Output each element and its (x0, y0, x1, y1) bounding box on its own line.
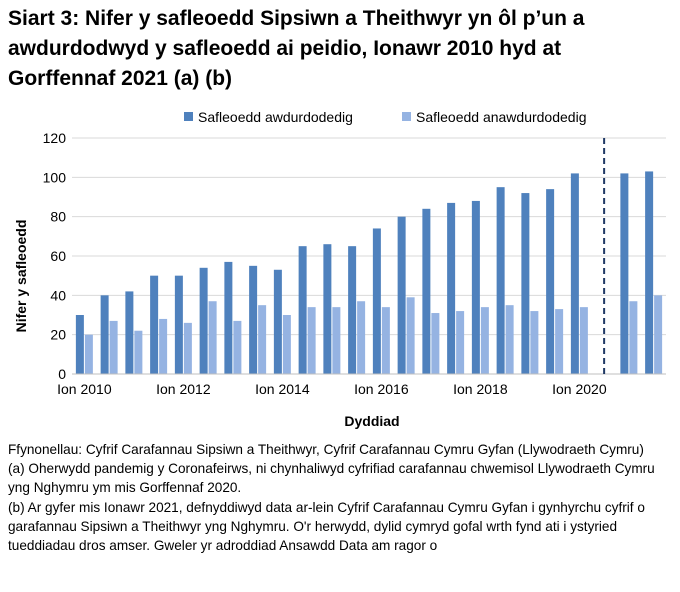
bar-chart: Safleoedd awdurdodedig Safleoedd anawdurd… (13, 109, 666, 429)
bar-authorised (471, 200, 480, 374)
footnote-sources: Ffynonellau: Cyfrif Carafannau Sipsiwn a… (8, 442, 644, 457)
bar-unauthorised (282, 315, 291, 374)
footnote-b: (b) Ar gyfer mis Ionawr 2021, defnyddiwy… (8, 499, 645, 554)
bar-unauthorised (183, 322, 192, 374)
bar-authorised (100, 295, 109, 374)
gridlines (72, 137, 666, 336)
bar-authorised (249, 265, 258, 374)
bar-unauthorised (654, 295, 663, 374)
legend-swatch-authorised (184, 112, 193, 121)
bar-authorised (125, 291, 134, 374)
bar-authorised (224, 261, 233, 374)
y-tick-label: 60 (50, 248, 66, 264)
x-tick-label: Ion 2012 (156, 381, 211, 397)
bar-authorised (273, 269, 282, 374)
bar-unauthorised (109, 320, 118, 374)
bar-authorised (496, 187, 505, 374)
y-tick-label: 20 (50, 327, 66, 343)
bar-authorised (199, 267, 208, 374)
bar-unauthorised (406, 297, 415, 374)
bar-authorised (150, 275, 159, 374)
bar-unauthorised (208, 301, 217, 374)
bar-unauthorised (159, 318, 168, 374)
legend-label-unauthorised: Safleoedd anawdurdodedig (416, 109, 586, 125)
x-axis-title: Dyddiad (344, 413, 399, 429)
y-tick-label: 40 (50, 287, 66, 303)
x-tick-label: Ion 2020 (552, 381, 607, 397)
footnotes: Ffynonellau: Cyfrif Carafannau Sipsiwn a… (8, 440, 672, 555)
bar-unauthorised (480, 307, 489, 374)
bar-authorised (323, 244, 332, 374)
bar-authorised (422, 208, 431, 374)
bar-unauthorised (84, 334, 93, 374)
y-axis-title: Nifer y safleoedd (13, 220, 29, 333)
bar-unauthorised (431, 313, 440, 374)
y-tick-label: 120 (43, 130, 67, 146)
bar-authorised (372, 228, 381, 374)
legend-label-authorised: Safleoedd awdurdodedig (198, 109, 353, 125)
bar-unauthorised (233, 320, 242, 374)
x-tick-label: Ion 2010 (57, 381, 112, 397)
bar-unauthorised (530, 311, 539, 374)
bar-authorised (75, 315, 84, 374)
x-tick-label: Ion 2016 (354, 381, 409, 397)
bar-unauthorised (332, 307, 341, 374)
bar-authorised (570, 173, 579, 374)
bars (75, 171, 663, 374)
x-tick-label: Ion 2014 (255, 381, 310, 397)
y-tick-label: 0 (58, 366, 66, 382)
bar-authorised (521, 193, 530, 374)
bar-authorised (546, 189, 555, 374)
bar-authorised (298, 246, 307, 374)
bar-authorised (447, 202, 456, 374)
bar-unauthorised (579, 307, 588, 374)
bar-unauthorised (629, 301, 638, 374)
bar-unauthorised (381, 307, 390, 374)
bar-authorised (620, 173, 629, 374)
x-tick-label: Ion 2018 (453, 381, 508, 397)
legend: Safleoedd awdurdodedig Safleoedd anawdurd… (184, 109, 586, 125)
bar-authorised (174, 275, 183, 374)
legend-swatch-unauthorised (402, 112, 411, 121)
bar-unauthorised (307, 307, 316, 374)
bar-unauthorised (456, 311, 465, 374)
bar-unauthorised (505, 305, 514, 374)
bar-unauthorised (357, 301, 366, 374)
chart-title: Siart 3: Nifer y safleoedd Sipsiwn a The… (8, 7, 585, 90)
bar-unauthorised (555, 309, 564, 374)
axes: 0 20 40 60 80 100 120 Ion 2010 Ion 2012 Ion 2014 I… (43, 130, 666, 397)
y-tick-label: 80 (50, 209, 66, 225)
bar-unauthorised (258, 305, 267, 374)
bar-authorised (348, 246, 357, 374)
footnote-a: (a) Oherwydd pandemig y Coronafeirws, ni… (8, 461, 655, 496)
bar-authorised (397, 216, 406, 374)
bar-authorised (645, 171, 654, 374)
y-tick-label: 100 (43, 169, 67, 185)
bar-unauthorised (134, 330, 143, 374)
